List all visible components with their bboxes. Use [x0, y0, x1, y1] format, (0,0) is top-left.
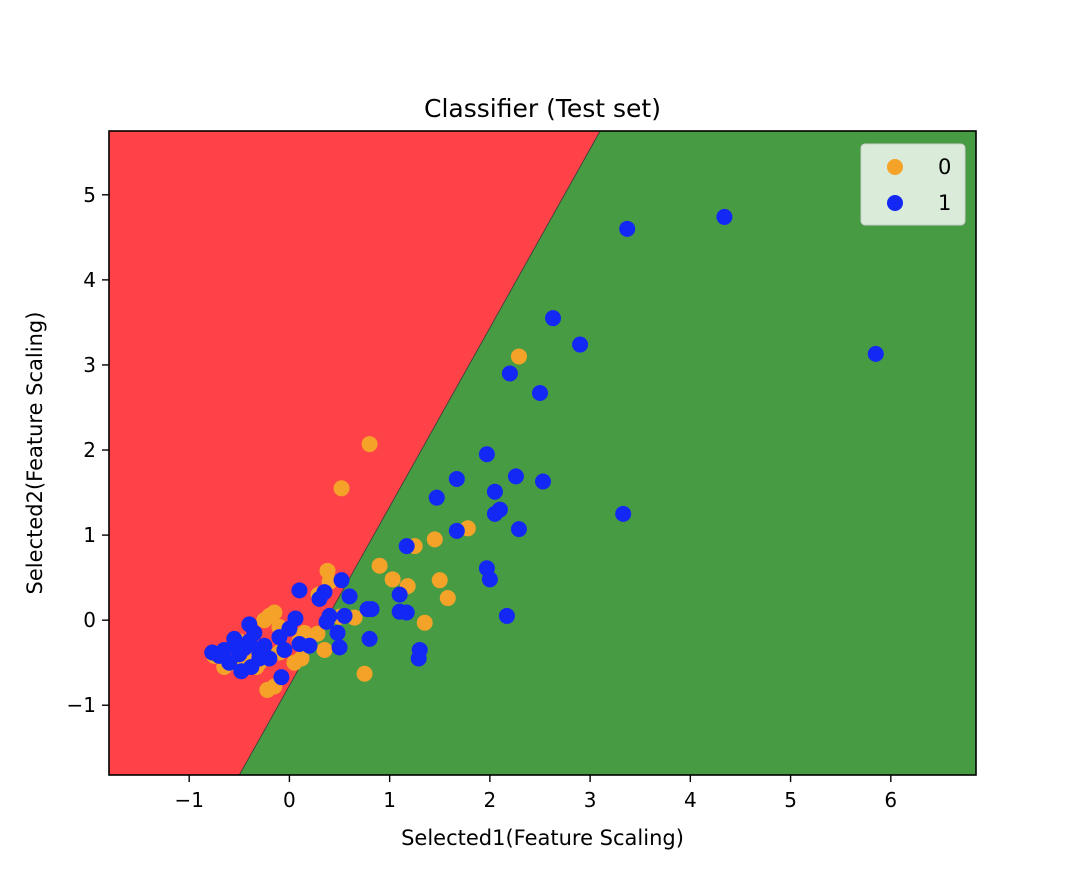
point-class-1-37 — [329, 624, 346, 641]
point-class-1-6 — [531, 385, 548, 402]
y-tick-label: 1 — [83, 523, 96, 547]
x-tick-label: 5 — [784, 788, 797, 812]
legend-marker-0 — [887, 159, 903, 175]
scatter-points — [204, 208, 884, 698]
point-class-1-62 — [226, 630, 243, 647]
region-class-0 — [109, 131, 601, 775]
point-class-0-10 — [439, 590, 456, 607]
point-class-1-2 — [867, 345, 884, 362]
legend-label-1: 1 — [938, 191, 951, 215]
x-tick-label: 6 — [884, 788, 897, 812]
point-class-1-8 — [448, 470, 465, 487]
point-class-1-0 — [619, 220, 636, 237]
point-class-0-0 — [361, 436, 378, 453]
point-class-0-12 — [356, 665, 373, 682]
point-class-1-38 — [331, 639, 348, 656]
point-class-0-4 — [426, 531, 443, 548]
point-class-1-11 — [507, 468, 524, 485]
point-class-1-5 — [501, 365, 518, 382]
point-class-1-63 — [246, 624, 263, 641]
legend-label-0: 0 — [938, 155, 951, 179]
point-class-1-29 — [410, 650, 427, 667]
point-class-0-1 — [333, 480, 350, 497]
y-tick-label: −1 — [67, 693, 96, 717]
point-class-0-22 — [286, 654, 303, 671]
point-class-1-47 — [276, 641, 293, 658]
point-class-0-6 — [371, 557, 388, 574]
legend: 0 1 — [860, 143, 966, 226]
x-tick-label: 0 — [283, 788, 296, 812]
legend-marker-1 — [887, 195, 903, 211]
point-class-1-16 — [448, 522, 465, 539]
x-tick-label: 4 — [684, 788, 697, 812]
x-tick-label: 3 — [584, 788, 597, 812]
point-class-1-48 — [273, 669, 290, 686]
y-axis-label: Selected2(Feature Scaling) — [23, 312, 47, 595]
point-class-0-7 — [384, 571, 401, 588]
y-axis-ticks: −1 0 1 2 3 4 5 — [67, 183, 109, 717]
point-class-1-24 — [398, 604, 415, 621]
y-tick-label: 3 — [83, 353, 96, 377]
plot-area — [109, 131, 976, 775]
point-class-1-15 — [510, 521, 527, 538]
point-class-1-14 — [486, 505, 503, 522]
point-class-1-18 — [398, 538, 415, 555]
point-class-1-31 — [333, 572, 350, 589]
point-class-0-11 — [416, 614, 433, 631]
point-class-1-12 — [535, 473, 552, 490]
point-class-1-9 — [428, 489, 445, 506]
point-class-0-2 — [510, 348, 527, 365]
point-class-1-20 — [481, 571, 498, 588]
y-tick-label: 2 — [83, 438, 96, 462]
point-class-0-20 — [316, 641, 333, 658]
point-class-1-7 — [478, 446, 495, 463]
y-tick-label: 4 — [83, 268, 96, 292]
point-class-1-4 — [572, 336, 589, 353]
point-class-1-59 — [243, 658, 260, 675]
point-class-1-36 — [318, 613, 335, 630]
legend-box — [860, 143, 966, 226]
point-class-1-30 — [341, 588, 358, 605]
x-axis-label: Selected1(Feature Scaling) — [401, 826, 684, 850]
point-class-1-44 — [271, 629, 288, 646]
point-class-1-1 — [716, 208, 733, 225]
point-class-1-22 — [391, 586, 408, 603]
x-tick-label: 1 — [383, 788, 396, 812]
point-class-1-21 — [498, 607, 515, 624]
y-tick-label: 5 — [83, 183, 96, 207]
x-tick-label: −1 — [174, 788, 203, 812]
y-tick-label: 0 — [83, 608, 96, 632]
point-class-0-9 — [431, 572, 448, 589]
point-class-0-18 — [309, 625, 326, 642]
point-class-1-61 — [261, 650, 278, 667]
point-class-1-32 — [336, 607, 353, 624]
point-class-1-35 — [311, 590, 328, 607]
point-class-1-3 — [545, 310, 562, 327]
point-class-1-17 — [615, 505, 632, 522]
chart-title: Classifier (Test set) — [424, 94, 661, 123]
point-class-0-25 — [256, 612, 273, 629]
x-axis-ticks: −1 0 1 2 3 4 5 6 — [174, 775, 897, 812]
point-class-1-10 — [486, 483, 503, 500]
point-class-1-26 — [359, 601, 376, 618]
point-class-1-43 — [291, 635, 308, 652]
point-class-1-39 — [291, 582, 308, 599]
point-class-1-57 — [204, 644, 221, 661]
x-tick-label: 2 — [484, 788, 497, 812]
plot-frame — [108, 130, 977, 776]
point-class-1-27 — [361, 630, 378, 647]
